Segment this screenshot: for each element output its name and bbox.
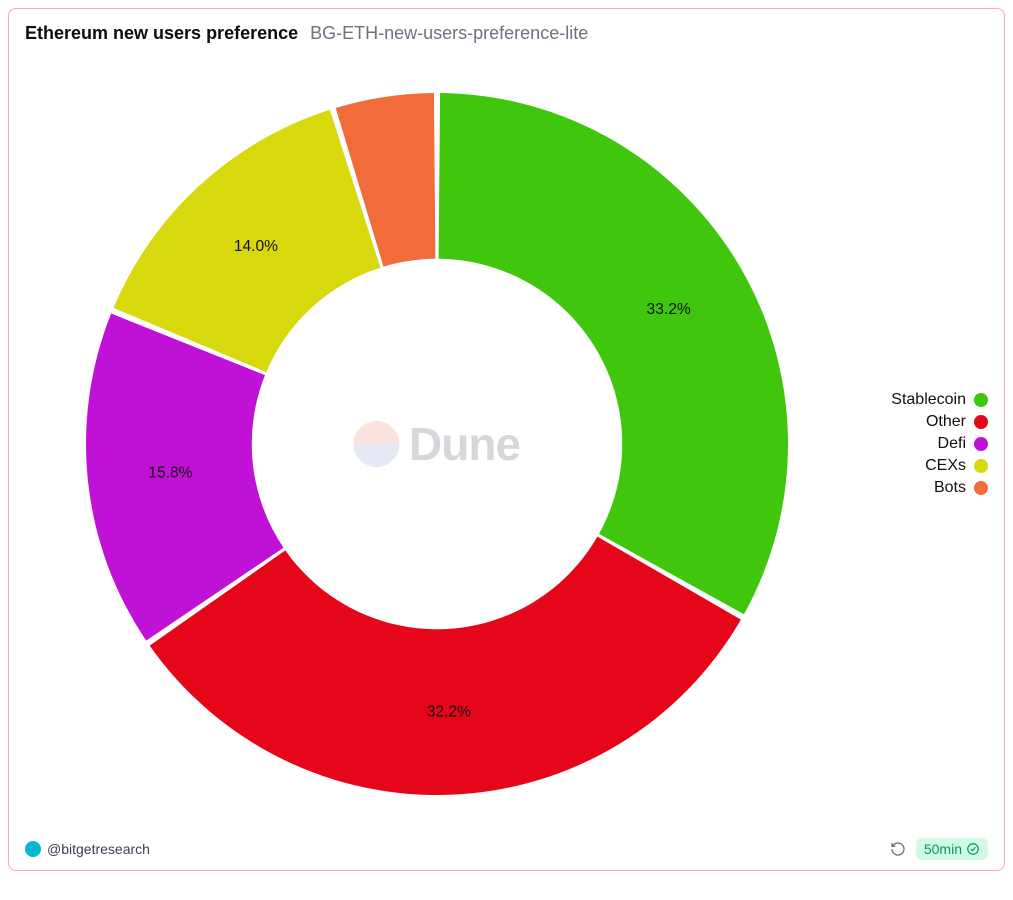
author-avatar-icon [25, 841, 41, 857]
chart-subtitle: BG-ETH-new-users-preference-lite [310, 23, 588, 44]
check-circle-icon [966, 842, 980, 856]
legend-swatch-icon [974, 459, 988, 473]
query-age-badge[interactable]: 50min [916, 838, 988, 860]
legend-item[interactable]: Defi [848, 435, 988, 453]
chart-card: Ethereum new users preference BG-ETH-new… [8, 8, 1005, 871]
legend-label: CEXs [925, 457, 966, 475]
author-link[interactable]: @bitgetresearch [25, 841, 150, 857]
age-text: 50min [924, 841, 962, 857]
chart-title: Ethereum new users preference [25, 23, 298, 44]
legend-label: Stablecoin [891, 391, 966, 409]
legend-item[interactable]: CEXs [848, 457, 988, 475]
slice-label: 15.8% [148, 464, 192, 481]
slice-label: 33.2% [646, 301, 690, 318]
chart-row: 33.2%32.2%15.8%14.0% Dune StablecoinOthe… [25, 54, 988, 834]
legend-swatch-icon [974, 415, 988, 429]
slice-label: 32.2% [426, 704, 470, 721]
donut-svg: 33.2% 32.2% 15.8% 14.0% [47, 54, 827, 834]
legend-swatch-icon [974, 481, 988, 495]
card-header: Ethereum new users preference BG-ETH-new… [25, 23, 988, 44]
legend-swatch-icon [974, 393, 988, 407]
legend: Stablecoin Other Defi CEXs Bots [848, 391, 988, 497]
card-footer: @bitgetresearch 50min [25, 838, 988, 860]
slice-label: 14.0% [233, 238, 277, 255]
legend-label: Other [926, 413, 966, 431]
legend-label: Bots [934, 479, 966, 497]
legend-item[interactable]: Other [848, 413, 988, 431]
donut-chart: 33.2%32.2%15.8%14.0% Dune [25, 54, 848, 834]
legend-item[interactable]: Bots [848, 479, 988, 497]
refresh-icon[interactable] [890, 841, 906, 857]
donut-slice[interactable] [438, 93, 787, 614]
author-handle: @bitgetresearch [47, 841, 150, 857]
legend-label: Defi [938, 435, 966, 453]
legend-swatch-icon [974, 437, 988, 451]
legend-item[interactable]: Stablecoin [848, 391, 988, 409]
footer-right: 50min [890, 838, 988, 860]
